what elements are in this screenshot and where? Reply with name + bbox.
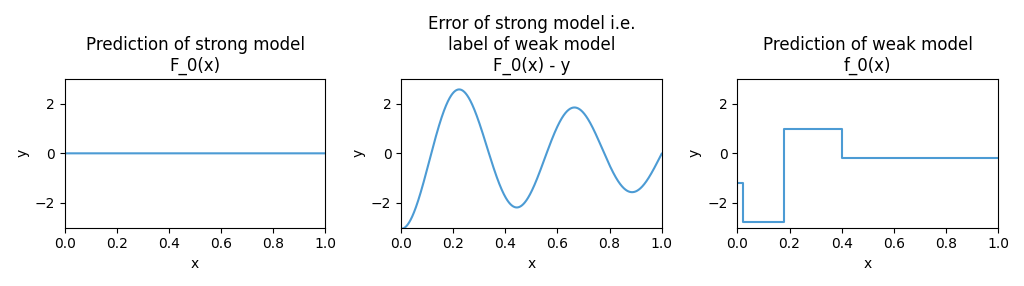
Title: Prediction of strong model
F_0(x): Prediction of strong model F_0(x) xyxy=(86,36,304,75)
Title: Prediction of weak model
f_0(x): Prediction of weak model f_0(x) xyxy=(763,36,973,75)
X-axis label: x: x xyxy=(527,257,536,271)
Y-axis label: y: y xyxy=(688,149,701,158)
Title: Error of strong model i.e.
label of weak model
F_0(x) - y: Error of strong model i.e. label of weak… xyxy=(428,15,635,75)
Y-axis label: y: y xyxy=(351,149,366,158)
X-axis label: x: x xyxy=(863,257,871,271)
X-axis label: x: x xyxy=(190,257,200,271)
Y-axis label: y: y xyxy=(15,149,29,158)
